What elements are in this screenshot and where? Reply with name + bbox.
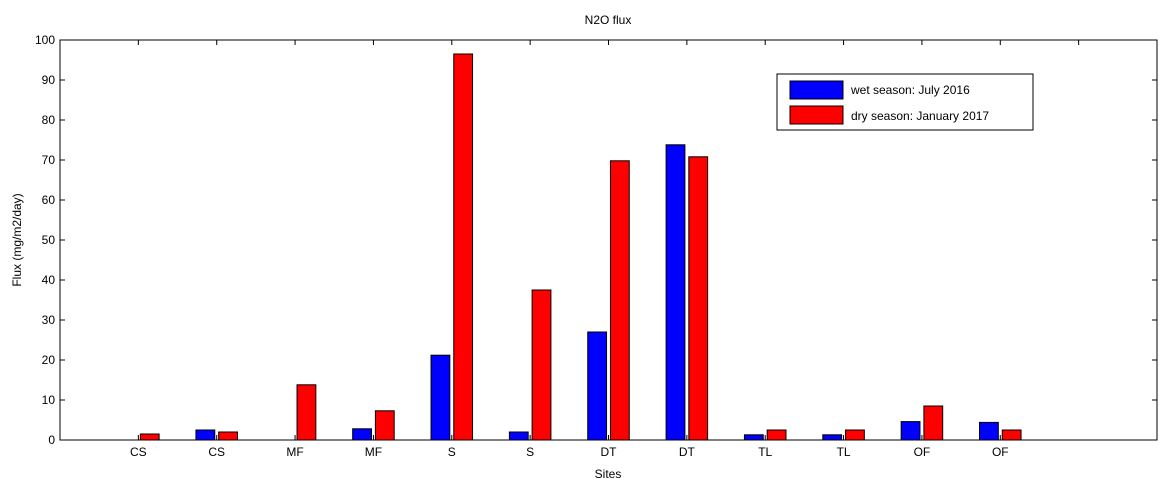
- bar-wet-7: [587, 331, 608, 441]
- y-tick-label: 10: [42, 393, 56, 407]
- y-axis-label: Flux (mg/m2/day): [10, 193, 24, 286]
- legend: wet season: July 2016 dry season: Januar…: [776, 73, 1034, 131]
- x-tick-label: DT: [679, 445, 696, 459]
- y-tick-label: 100: [35, 33, 55, 47]
- bar-wet-8: [665, 144, 686, 441]
- y-tick-label: 40: [42, 273, 56, 287]
- y-tick-label: 50: [42, 233, 56, 247]
- bar-wet-4: [352, 428, 372, 441]
- x-tick-label: TL: [837, 445, 851, 459]
- legend-label-dry: dry season: January 2017: [851, 109, 989, 123]
- y-tick-label: 80: [42, 113, 56, 127]
- bar-dry-1: [139, 433, 160, 441]
- bar-wet-12: [979, 421, 999, 441]
- bar-wet-6: [508, 431, 529, 441]
- y-axis: 0 10 20 30 40 50 60 70 80 90 100: [35, 33, 1157, 447]
- x-tick-label: CS: [208, 445, 225, 459]
- bar-dry-8: [688, 156, 709, 441]
- bar-dry-6: [531, 289, 552, 441]
- bars: [139, 53, 1022, 441]
- x-tick-label: OF: [992, 445, 1009, 459]
- bar-dry-10: [845, 429, 865, 441]
- y-tick-label: 60: [42, 193, 56, 207]
- bar-dry-7: [609, 160, 630, 441]
- legend-swatch-wet: [789, 80, 844, 100]
- x-tick-label: MF: [365, 445, 382, 459]
- y-tick-label: 20: [42, 353, 56, 367]
- bar-dry-11: [923, 405, 944, 441]
- bar-wet-5: [430, 354, 451, 441]
- x-tick-label: MF: [286, 445, 303, 459]
- bar-wet-10: [822, 434, 843, 441]
- x-axis: CS CS MF MF S S DT DT TL TL OF OF: [130, 40, 1080, 459]
- legend-swatch-dry: [789, 105, 844, 125]
- y-tick-label: 70: [42, 153, 56, 167]
- y-tick-label: 30: [42, 313, 56, 327]
- chart-title: N2O flux: [585, 13, 632, 27]
- bar-dry-12: [1001, 429, 1022, 441]
- bar-dry-2: [218, 431, 238, 441]
- bar-dry-5: [453, 53, 474, 441]
- x-tick-label: OF: [914, 445, 931, 459]
- x-tick-label: S: [448, 445, 456, 459]
- bar-dry-9: [766, 429, 787, 441]
- y-tick-label: 0: [48, 433, 55, 447]
- bar-wet-11: [900, 421, 921, 441]
- y-tick-label: 90: [42, 73, 56, 87]
- legend-label-wet: wet season: July 2016: [850, 83, 970, 97]
- x-tick-label: S: [526, 445, 534, 459]
- bar-dry-3: [296, 384, 317, 441]
- bar-wet-2: [195, 429, 216, 441]
- x-tick-label: CS: [130, 445, 147, 459]
- x-tick-label: DT: [601, 445, 618, 459]
- x-axis-label: Sites: [595, 467, 622, 479]
- bar-dry-4: [374, 410, 395, 441]
- x-tick-label: TL: [758, 445, 772, 459]
- bar-wet-9: [743, 434, 764, 441]
